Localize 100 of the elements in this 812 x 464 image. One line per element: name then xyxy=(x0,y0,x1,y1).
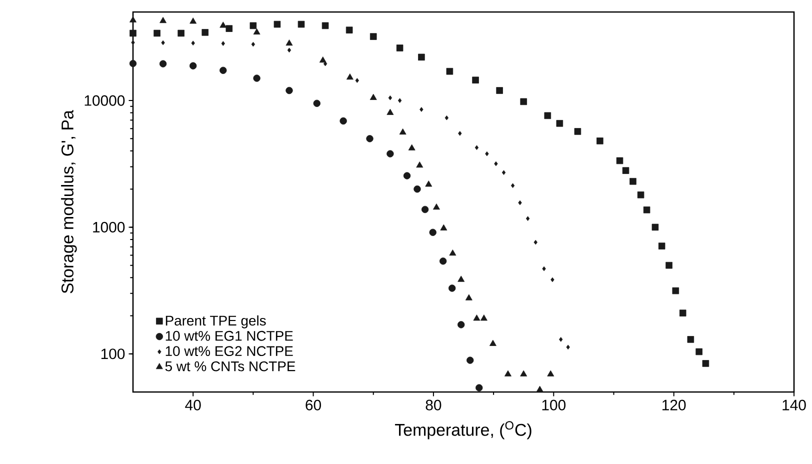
point xyxy=(355,78,359,83)
point xyxy=(418,54,425,61)
point xyxy=(129,60,137,68)
point xyxy=(476,384,483,392)
point xyxy=(520,98,527,106)
point xyxy=(630,178,636,185)
point xyxy=(253,74,260,82)
point xyxy=(370,94,377,100)
point xyxy=(370,33,377,40)
point xyxy=(160,16,167,24)
point xyxy=(679,310,686,316)
point xyxy=(672,287,680,294)
point xyxy=(286,86,293,94)
point xyxy=(574,128,582,135)
point xyxy=(420,107,424,112)
point xyxy=(616,157,624,164)
point xyxy=(366,135,374,142)
point xyxy=(550,277,554,282)
point xyxy=(425,180,432,187)
point xyxy=(510,183,515,188)
legend-label: 10 wt% EG2 NCTPE xyxy=(166,346,293,356)
point xyxy=(494,161,498,166)
point xyxy=(202,29,208,36)
point xyxy=(346,26,353,34)
legend-label: Parent TPE gels xyxy=(166,315,266,328)
point xyxy=(518,200,522,206)
x-tick-label: 120 xyxy=(662,400,686,410)
point xyxy=(542,266,546,272)
legend-label: 10 wt% EG1 NCTPE xyxy=(166,330,293,341)
point xyxy=(388,95,392,100)
point xyxy=(458,276,465,282)
point xyxy=(596,138,604,144)
point xyxy=(566,344,570,350)
point xyxy=(556,120,564,127)
point xyxy=(432,204,440,210)
point xyxy=(504,370,512,376)
point xyxy=(154,30,160,37)
point xyxy=(458,131,462,136)
point xyxy=(637,191,644,198)
point xyxy=(399,128,406,135)
point xyxy=(286,40,293,46)
point xyxy=(658,242,666,250)
point xyxy=(643,206,650,214)
x-tick-label: 60 xyxy=(306,400,321,410)
point xyxy=(319,56,326,63)
point xyxy=(466,356,474,364)
point xyxy=(449,250,456,256)
point xyxy=(131,40,135,45)
point xyxy=(687,336,694,343)
x-tick-label: 100 xyxy=(542,400,566,410)
x-tick-label: 140 xyxy=(782,400,806,410)
point xyxy=(190,62,197,70)
point xyxy=(313,100,320,107)
point xyxy=(130,16,136,22)
point xyxy=(444,115,449,120)
point xyxy=(520,370,528,376)
point xyxy=(559,337,563,342)
point xyxy=(547,370,554,376)
point xyxy=(408,144,416,150)
point xyxy=(298,20,305,28)
point xyxy=(250,22,257,30)
point xyxy=(159,60,167,68)
point xyxy=(448,284,456,292)
point xyxy=(622,167,630,174)
point xyxy=(472,76,479,84)
point xyxy=(429,228,436,236)
point xyxy=(178,30,184,37)
x-tick-label: 80 xyxy=(426,400,442,410)
point xyxy=(322,22,329,30)
x-axis-title: Temperature, ($^{O}$C) xyxy=(395,421,532,440)
y-tick-label: 1000 xyxy=(93,222,125,232)
y-tick-label: 100 xyxy=(101,348,125,360)
point xyxy=(421,206,429,214)
point xyxy=(534,240,538,245)
point xyxy=(696,348,702,356)
point xyxy=(396,44,404,52)
point xyxy=(130,30,136,37)
point xyxy=(480,314,488,321)
point xyxy=(496,87,503,94)
point xyxy=(346,74,354,80)
point xyxy=(414,185,421,193)
point xyxy=(190,18,197,24)
point xyxy=(287,48,292,53)
point xyxy=(446,68,454,75)
point xyxy=(416,162,424,168)
x-tick-label: 40 xyxy=(185,400,201,410)
point xyxy=(526,216,530,221)
point xyxy=(489,340,496,346)
point xyxy=(403,172,411,180)
point xyxy=(465,294,472,300)
point xyxy=(440,224,448,230)
point xyxy=(161,40,165,46)
point xyxy=(666,262,672,269)
point xyxy=(274,20,281,28)
y-axis-title: Storage modulus, G', Pa xyxy=(61,110,77,294)
point xyxy=(652,224,659,231)
point xyxy=(386,150,394,158)
point xyxy=(191,40,195,46)
point xyxy=(502,170,506,175)
y-tick-label: 10000 xyxy=(84,95,125,106)
